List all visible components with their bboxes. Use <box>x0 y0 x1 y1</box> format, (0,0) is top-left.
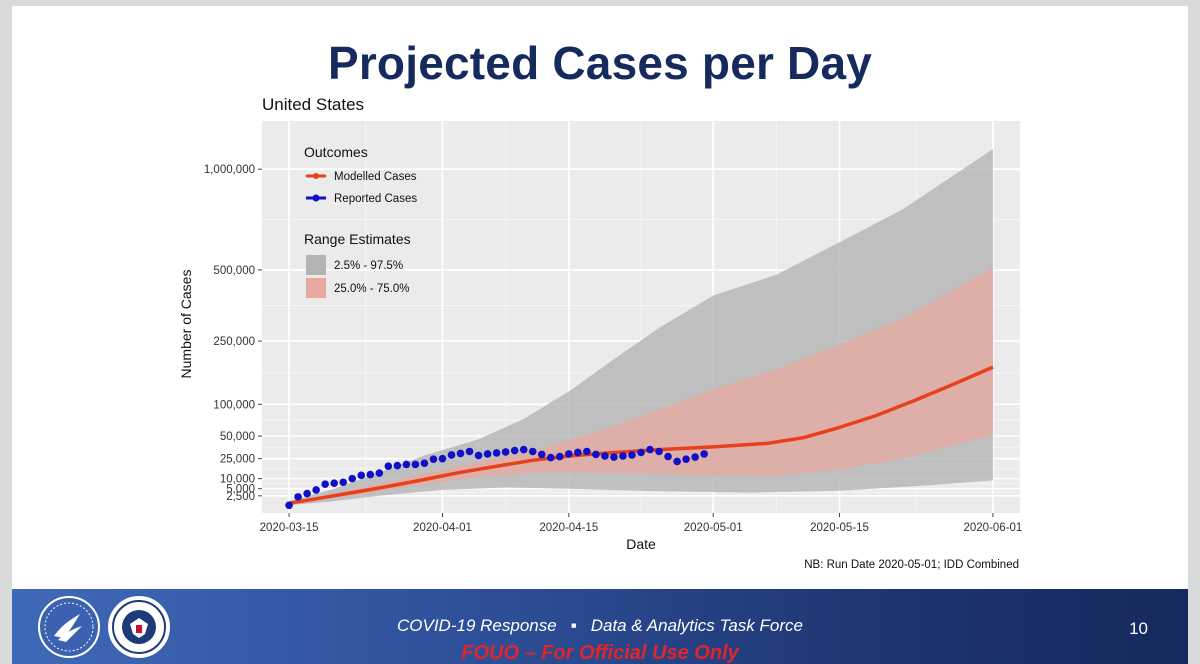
y-tick-label: 2,500 <box>226 491 255 503</box>
footer-task-force: Data & Analytics Task Force <box>590 616 803 635</box>
reported-case-point <box>420 459 429 467</box>
reported-case-point <box>546 453 555 462</box>
reported-case-point <box>700 450 708 458</box>
reported-case-point <box>294 493 302 501</box>
projected-cases-chart: United States 2020-03-15 2020-04-01 2020-0… <box>178 95 1023 571</box>
run-date-note: NB: Run Date 2020-05-01; IDD Combined <box>804 559 1019 571</box>
y-tick-label: 100,000 <box>213 399 255 411</box>
legend-outcomes-title: Outcomes <box>304 144 368 160</box>
slide: Projected Cases per Day United States 20… <box>12 6 1188 664</box>
reported-case-point <box>655 447 663 456</box>
legend-key-modelled-dot <box>313 173 319 179</box>
reported-case-point <box>447 451 456 459</box>
reported-case-point <box>285 501 293 510</box>
footer-bar: COVID-19 Response ▪ Data & Analytics Task … <box>12 589 1188 664</box>
footer-separator: ▪ <box>570 616 577 635</box>
legend-key-inner-range <box>306 278 326 298</box>
reported-case-point <box>673 457 681 466</box>
legend-key-reported-dot <box>312 194 320 202</box>
reported-case-point <box>646 445 654 454</box>
modelled-line <box>288 365 994 506</box>
legend-label-wide-range: 2.5% - 97.5% <box>334 260 403 272</box>
chart-title: United States <box>262 95 364 114</box>
legend-key-wide-range <box>306 255 326 275</box>
reported-case-point <box>610 453 618 461</box>
hhs-seal-icon <box>38 596 100 658</box>
reported-case-point <box>565 450 573 458</box>
y-tick-label: 250,000 <box>213 336 255 348</box>
dhs-seal-icon <box>108 596 170 658</box>
reported-case-point <box>637 448 645 457</box>
reported-points <box>285 445 708 510</box>
reported-case-point <box>501 448 510 456</box>
classification-marking: FOUO – For Official Use Only <box>461 642 739 664</box>
reported-case-point <box>583 447 591 456</box>
reported-case-point <box>664 452 672 461</box>
reported-case-point <box>429 455 438 463</box>
reported-case-point <box>628 451 636 459</box>
reported-case-point <box>438 454 447 463</box>
reported-case-point <box>555 452 564 461</box>
y-tick-label: 500,000 <box>213 265 255 277</box>
reported-case-point <box>339 478 348 487</box>
reported-case-point <box>483 450 492 458</box>
x-axis-label: Date <box>626 536 656 552</box>
reported-case-point <box>348 474 357 483</box>
reported-case-point <box>592 450 600 459</box>
x-tick-label: 2020-03-15 <box>260 522 319 534</box>
y-tick-label: 50,000 <box>220 431 255 443</box>
reported-case-point <box>375 469 384 477</box>
x-tick-label: 2020-04-15 <box>539 522 598 534</box>
reported-case-point <box>330 479 338 488</box>
x-tick-label: 2020-04-01 <box>413 522 472 534</box>
reported-case-point <box>474 451 483 460</box>
reported-case-point <box>366 470 375 479</box>
reported-case-point <box>312 486 320 494</box>
reported-case-point <box>402 460 411 469</box>
slide-title: Projected Cases per Day <box>327 37 873 89</box>
footer-response: COVID-19 Response <box>397 616 557 635</box>
reported-case-point <box>537 450 546 459</box>
reported-case-point <box>574 448 582 457</box>
reported-case-point <box>492 449 501 457</box>
reported-case-point <box>384 462 393 471</box>
reported-case-point <box>691 453 699 461</box>
y-tick-label: 5,000 <box>226 484 255 496</box>
y-axis-label: Number of Cases <box>178 270 194 379</box>
legend-range-title: Range Estimates <box>304 231 411 247</box>
inner-range-band <box>289 267 993 504</box>
reported-case-point <box>519 445 528 454</box>
reported-case-point <box>456 449 465 458</box>
modelled-cases-line <box>288 365 994 506</box>
reported-case-point <box>411 460 420 469</box>
reported-case-point <box>601 452 609 460</box>
x-tick-label: 2020-06-01 <box>964 522 1023 534</box>
y-tick-label: 10,000 <box>220 474 255 486</box>
reported-case-point <box>465 447 474 456</box>
range-bands <box>289 149 993 506</box>
reported-case-point <box>510 446 519 455</box>
y-tick-label: 25,000 <box>220 454 255 466</box>
legend-label-modelled: Modelled Cases <box>334 171 417 183</box>
reported-case-point <box>619 452 627 460</box>
reported-case-point <box>303 489 311 498</box>
legend-label-reported: Reported Cases <box>334 193 417 205</box>
footer-caption: COVID-19 Response ▪ Data & Analytics Task … <box>12 616 1188 636</box>
x-tick-label: 2020-05-15 <box>810 522 869 534</box>
reported-case-point <box>321 480 329 489</box>
legend: Outcomes Modelled Cases Reported Cases R… <box>304 144 417 298</box>
legend-label-inner-range: 25.0% - 75.0% <box>334 283 409 295</box>
x-tick-label: 2020-05-01 <box>684 522 743 534</box>
page-number: 10 <box>1129 619 1148 638</box>
y-tick-label: 1,000,000 <box>204 164 255 176</box>
reported-case-point <box>682 455 690 463</box>
reported-case-point <box>528 447 537 456</box>
reported-case-point <box>357 471 366 480</box>
axes: 2020-03-15 2020-04-01 2020-04-15 2020-05-01… <box>204 164 1023 534</box>
reported-case-point <box>393 461 402 470</box>
